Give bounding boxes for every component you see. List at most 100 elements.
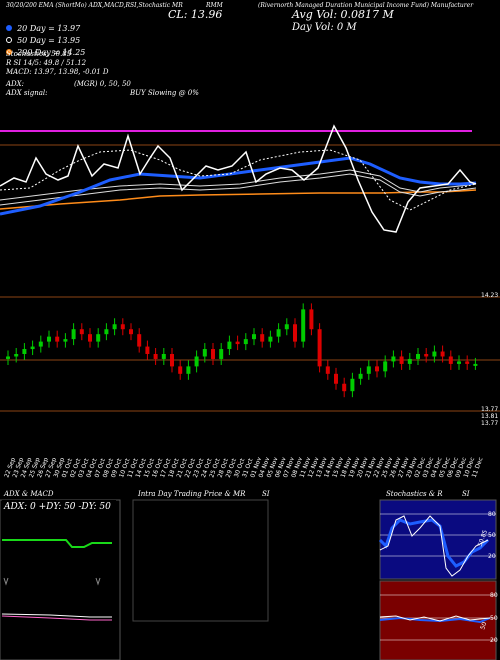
rsi-axis-80: 80 <box>490 592 498 599</box>
legend-ema20: 20 Day = 13.97 <box>6 16 80 35</box>
stoch-axis-50: 50 <box>488 532 496 539</box>
candle-body <box>473 363 478 366</box>
candle-body <box>104 329 109 335</box>
ema200-label: 200 Day = 14.25 <box>17 48 86 57</box>
candle-body <box>342 383 347 392</box>
axis-label-lower: 13.77 <box>481 406 498 413</box>
candle-body <box>71 329 76 340</box>
legend-adx-signal: ADX signal: <box>6 89 48 97</box>
ema50-swatch <box>6 37 12 43</box>
candle-body <box>424 354 429 357</box>
adx-panel-inner: ADX: 0 +DY: 50 -DY: 50 <box>4 502 111 512</box>
candle-body <box>88 334 92 342</box>
candle-body <box>211 349 215 359</box>
stoch-panel-title: Stochastics & R <box>386 490 443 498</box>
adx-panel-title: ADX & MACD <box>4 490 54 498</box>
candle-body <box>120 324 125 330</box>
candle-body <box>465 361 470 364</box>
candle-body <box>170 354 174 367</box>
candle-body <box>194 356 199 367</box>
ema20-label: 20 Day = 13.97 <box>17 24 81 33</box>
candle-body <box>268 336 273 342</box>
adx-white-line <box>1 613 112 618</box>
ema50-label: 50 Day = 13.95 <box>17 36 81 45</box>
candle-body <box>112 324 117 330</box>
legend-buy-signal: BUY Slowing @ 0% <box>130 89 199 97</box>
candle-body <box>399 356 404 364</box>
candle-body <box>252 334 256 340</box>
candle-body <box>178 366 183 374</box>
legend-ema50: 50 Day = 13.95 <box>6 28 80 47</box>
candle-body <box>457 361 461 364</box>
ema20-line <box>0 156 477 216</box>
stoch-blue-line <box>378 518 490 568</box>
stoch-axis-80: 80 <box>488 511 496 518</box>
candle-body <box>47 336 51 342</box>
candle-body <box>79 329 84 335</box>
ema50-line-b <box>0 173 477 206</box>
header-ticker: RMM <box>206 2 223 9</box>
adx-marker-right <box>95 577 101 586</box>
candle-body <box>407 358 412 364</box>
candle-body <box>186 366 191 374</box>
candle-body <box>145 346 150 354</box>
intraday-panel-frame <box>132 499 269 622</box>
candle-body <box>153 354 158 359</box>
candle-body <box>55 336 60 342</box>
candle-body <box>301 309 306 342</box>
candle-body <box>366 366 371 374</box>
candle-body <box>293 324 297 342</box>
avg-vol: Avg Vol: 0.0817 M <box>292 8 394 21</box>
intraday-panel-title: Intra Day Trading Price & MR <box>138 490 246 498</box>
candle-body <box>6 356 10 359</box>
price-close-line <box>0 124 477 233</box>
candle-body <box>358 373 363 379</box>
ema20-swatch <box>6 25 12 31</box>
candle-body <box>38 341 43 347</box>
candle-body <box>202 349 207 357</box>
candle-body <box>14 354 19 357</box>
axis-label-lower2: 13.81 <box>481 413 498 420</box>
candle-body <box>334 373 338 384</box>
legend-adx: ADX: <box>6 80 25 88</box>
candle-body <box>243 339 248 345</box>
candle-body <box>440 351 445 357</box>
adx-marker-left <box>3 577 9 586</box>
candle-body <box>375 366 379 372</box>
legend-adx-vals: (MGR) 0, 50, 50 <box>74 80 131 88</box>
rsi-axis-50: 50 <box>490 615 498 622</box>
candle-body <box>137 334 142 347</box>
candle-body <box>276 329 281 337</box>
candle-body <box>284 324 289 330</box>
axis-label-upper: 14.23 <box>481 292 498 299</box>
candle-body <box>96 334 101 342</box>
header-title: (Rivernorth Managed Duration Municipal I… <box>258 2 474 9</box>
adx-pink-line <box>1 615 112 621</box>
candle-body <box>219 349 224 359</box>
stoch-white-line <box>379 515 489 577</box>
stoch-panel <box>379 499 497 580</box>
adx-panel-frame <box>0 499 121 660</box>
rsi-axis-20: 20 <box>490 637 498 644</box>
candle-body <box>432 351 437 357</box>
candle-body <box>391 356 396 362</box>
candle-body <box>317 329 322 367</box>
day-vol: Day Vol: 0 M <box>292 22 357 33</box>
legend-macd: MACD: 13.97, 13.98, -0.01 D <box>6 68 109 76</box>
candle-body <box>30 346 35 350</box>
rsi-marker: 50 <box>479 621 488 631</box>
candle-body <box>325 366 330 374</box>
intraday-panel-si: SI <box>262 490 270 498</box>
candle-body <box>22 349 27 354</box>
candle-body <box>309 309 314 330</box>
stoch-axis-20: 20 <box>488 553 496 560</box>
rsi-white-line <box>379 615 491 622</box>
legend-ema200: 200 Day = 14.25 <box>6 40 85 59</box>
candle-body <box>416 354 420 359</box>
adx-green-line <box>2 539 112 548</box>
candle-body <box>129 329 133 335</box>
candle-body <box>63 339 68 342</box>
candle-body <box>260 334 265 342</box>
